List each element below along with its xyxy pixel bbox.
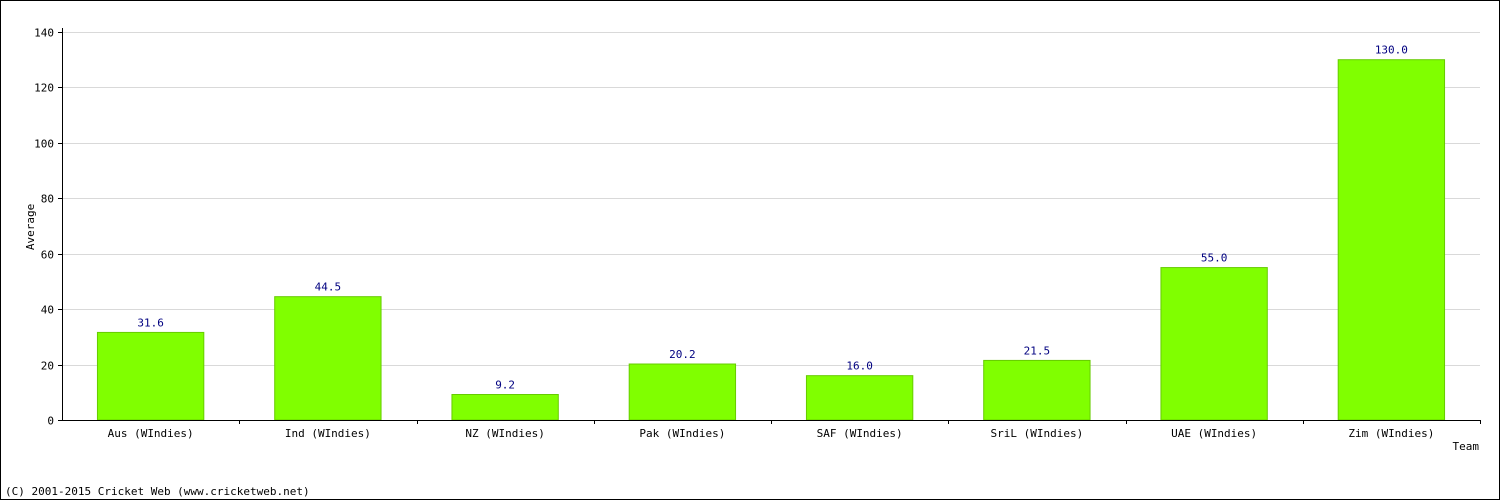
x-tick-label: Zim (WIndies) — [1348, 427, 1434, 440]
y-tick-label: 80 — [41, 193, 54, 206]
axes — [58, 28, 1481, 424]
bar — [805, 375, 914, 421]
y-tick-label: 120 — [34, 82, 54, 95]
bar-value-label: 9.2 — [495, 379, 515, 392]
bar-value-label: 16.0 — [846, 360, 873, 373]
bar — [451, 394, 559, 421]
x-axis-title: Team — [1453, 440, 1480, 453]
y-tick-label: 60 — [41, 249, 54, 262]
bar — [274, 296, 382, 421]
y-tick-label: 0 — [47, 415, 54, 428]
x-tick-label: NZ (WIndies) — [465, 427, 544, 440]
bar — [1337, 59, 1446, 421]
x-tick-label: Aus (WIndies) — [108, 427, 194, 440]
x-tick-label: Pak (WIndies) — [639, 427, 725, 440]
x-tick-label: SriL (WIndies) — [991, 427, 1084, 440]
bar — [983, 359, 1091, 421]
y-tick-label: 100 — [34, 138, 54, 151]
y-tick-label: 40 — [41, 304, 54, 317]
y-axis-title: Average — [24, 204, 37, 250]
bar-value-label: 44.5 — [315, 281, 342, 294]
y-tick-label: 20 — [41, 360, 54, 373]
copyright-footer: (C) 2001-2015 Cricket Web (www.cricketwe… — [5, 485, 310, 498]
bar-value-label: 20.2 — [669, 348, 696, 361]
bar-value-label: 21.5 — [1024, 344, 1051, 357]
labels: 0 20 40 60 80 100 120 140 31.6 Aus (WIndies) 44.5 I… — [34, 27, 1434, 441]
bar — [628, 363, 737, 421]
bar-value-label: 130.0 — [1375, 44, 1408, 57]
bar — [1160, 267, 1268, 421]
bar-value-label: 31.6 — [137, 316, 164, 329]
bar — [96, 331, 205, 421]
x-tick-label: Ind (WIndies) — [285, 427, 371, 440]
bar-value-label: 55.0 — [1201, 252, 1228, 265]
bars — [96, 59, 1446, 421]
x-tick-label: SAF (WIndies) — [817, 427, 903, 440]
x-tick-label: UAE (WIndies) — [1171, 427, 1257, 440]
y-tick-label: 140 — [34, 27, 54, 40]
